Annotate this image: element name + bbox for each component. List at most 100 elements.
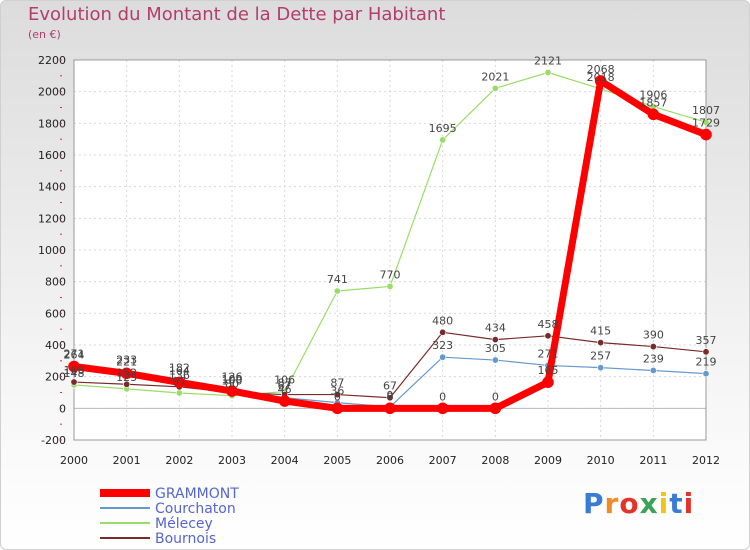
data-point (68, 360, 80, 373)
data-label: 221 (116, 355, 137, 368)
y-tick-label: 0 (59, 402, 66, 415)
x-tick-label: 2008 (481, 454, 509, 467)
data-label: 0 (439, 390, 446, 403)
logo-letter: P (583, 487, 605, 520)
data-point (544, 69, 552, 77)
data-label: 2018 (587, 71, 615, 84)
data-point (647, 108, 660, 121)
logo-letter: r (604, 487, 620, 520)
y-tick-label: 1200 (38, 212, 66, 225)
data-point (702, 370, 710, 378)
data-label: 109 (222, 373, 243, 386)
data-label: 0 (387, 390, 394, 403)
x-tick-label: 2012 (692, 454, 720, 467)
data-point (70, 378, 78, 386)
data-point (491, 336, 499, 344)
legend-label: Mélecey (155, 516, 213, 532)
data-label: 741 (327, 273, 348, 286)
data-point (544, 332, 552, 340)
data-label: 2068 (587, 63, 615, 76)
data-point (123, 380, 131, 388)
data-label: 458 (538, 318, 559, 331)
data-point (439, 353, 447, 361)
data-point (594, 75, 607, 87)
data-point (173, 376, 186, 389)
x-tick-label: 2009 (534, 454, 562, 467)
x-tick-label: 2001 (113, 454, 141, 467)
data-label: 126 (222, 370, 243, 383)
data-label: 305 (485, 342, 506, 355)
logo-letter: x (639, 487, 659, 520)
legend-label: GRAMMONT (155, 486, 239, 502)
data-point (436, 402, 449, 415)
data-label: 1807 (692, 104, 720, 117)
data-label: 0 (334, 390, 341, 403)
logo-letter: i (683, 487, 695, 520)
x-tick-label: 2003 (218, 454, 246, 467)
data-label: 239 (643, 352, 664, 365)
x-tick-label: 2006 (376, 454, 404, 467)
data-label: 257 (590, 350, 611, 363)
data-label: 770 (380, 268, 401, 281)
x-tick-label: 2011 (639, 454, 667, 467)
data-label: 357 (696, 334, 717, 347)
data-label: 67 (278, 380, 292, 393)
y-tick-label: 1600 (38, 149, 66, 162)
data-label: 2021 (481, 70, 509, 83)
data-label: 87 (330, 377, 344, 390)
data-point (384, 402, 396, 415)
y-tick-label: 1800 (38, 117, 66, 130)
data-label: 323 (432, 339, 453, 352)
data-point (491, 84, 499, 92)
data-point (386, 282, 394, 290)
data-label: 415 (590, 325, 611, 338)
data-label: 1857 (639, 96, 667, 109)
data-label: 100 (222, 375, 243, 388)
legend-label: Courchaton (155, 501, 236, 517)
data-point (702, 348, 710, 356)
x-tick-label: 2004 (271, 454, 299, 467)
data-label: 123 (116, 371, 137, 384)
data-label: 9 (387, 389, 394, 402)
y-tick-label: 600 (45, 307, 66, 320)
data-label: 80 (225, 378, 239, 391)
data-label: 390 (643, 329, 664, 342)
y-tick-label: 2200 (38, 54, 66, 67)
data-label: 1906 (639, 89, 667, 102)
y-tick-label: 800 (45, 276, 66, 289)
plot-border (73, 59, 707, 441)
data-label: 182 (169, 362, 190, 375)
logo-letter: i (658, 487, 670, 520)
y-tick-label: -200 (41, 434, 66, 447)
data-point (700, 128, 712, 141)
data-label: 219 (696, 356, 717, 369)
data-label: 97 (172, 375, 186, 388)
y-tick-label: 400 (45, 339, 66, 352)
data-point (597, 364, 605, 372)
y-tick-label: 2000 (38, 86, 66, 99)
logo-letter: o (619, 487, 640, 520)
data-label: 271 (538, 347, 559, 360)
data-label: 2121 (534, 55, 562, 68)
data-label: 480 (432, 314, 453, 327)
data-label: 164 (169, 364, 190, 377)
data-point (439, 328, 447, 336)
data-label: 36 (330, 385, 344, 398)
data-label: 152 (116, 366, 137, 379)
data-point (597, 339, 605, 347)
data-point (702, 118, 710, 126)
data-point (489, 402, 502, 415)
data-point (331, 402, 344, 415)
data-label: 67 (383, 380, 397, 393)
x-tick-label: 2002 (165, 454, 193, 467)
data-label: 166 (64, 364, 85, 377)
data-label: 0 (492, 390, 499, 403)
data-label: 46 (278, 383, 292, 396)
y-tick-label: 1000 (38, 244, 66, 257)
data-point (333, 391, 341, 399)
y-tick-label: 200 (45, 371, 66, 384)
legend-label: Bournois (155, 531, 216, 547)
